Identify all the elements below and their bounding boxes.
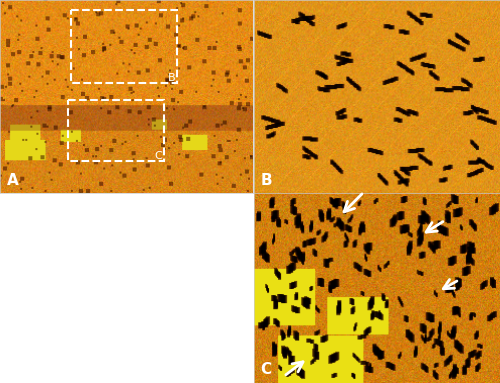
Text: C: C <box>260 362 272 378</box>
Text: B: B <box>168 73 175 83</box>
Text: C: C <box>154 151 162 161</box>
Bar <box>68 100 164 161</box>
Text: B: B <box>260 173 272 188</box>
Bar <box>71 10 178 83</box>
Text: A: A <box>6 173 18 188</box>
